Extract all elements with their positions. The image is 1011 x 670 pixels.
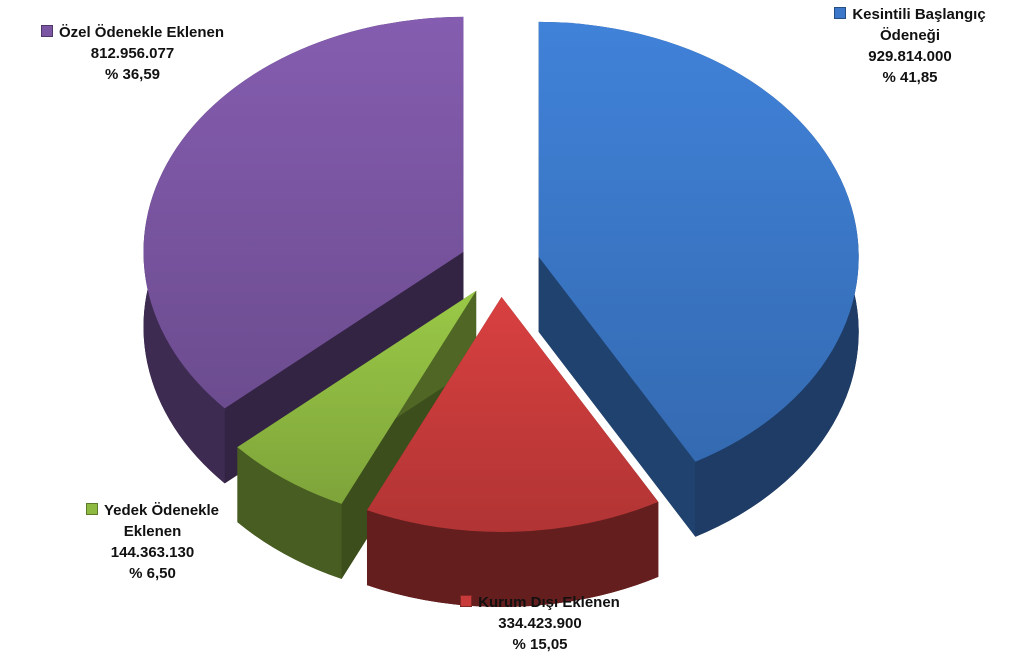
legend-entry: Yedek Ödenekle Eklenen [60, 500, 245, 542]
pie-slice [143, 16, 464, 409]
value-label: 334.423.900 [498, 615, 582, 632]
category-name: Kurum Dışı Eklenen [478, 594, 620, 611]
slice-side [366, 501, 659, 607]
pie-slice [538, 21, 859, 462]
slice-side [237, 447, 342, 579]
legend-swatch [40, 25, 53, 37]
percentage-label: % 15,05 [512, 636, 568, 653]
legend-entry: Kurum Dışı Eklenen [410, 592, 670, 613]
pie-slice [237, 290, 477, 504]
value-label: 812.956.077 [90, 45, 175, 62]
slice-label: Yedek Ödenekle Eklenen 144.363.130 % 6,50 [60, 500, 245, 584]
percentage-label: % 41,85 [882, 69, 938, 86]
legend-swatch [834, 7, 847, 19]
pie-slice [366, 296, 659, 532]
category-name: Kesintili Başlangıç Ödeneği [852, 6, 986, 44]
value-label: 144.363.130 [110, 544, 195, 561]
legend-swatch [460, 595, 473, 607]
percentage-label: % 6,50 [129, 565, 176, 582]
slice-label: Özel Ödenekle Eklenen 812.956.077 % 36,59 [0, 22, 265, 85]
value-label: 929.814.000 [868, 48, 952, 65]
legend-entry: Özel Ödenekle Eklenen [0, 22, 265, 43]
category-name: Yedek Ödenekle Eklenen [103, 502, 220, 540]
percentage-label: % 36,59 [104, 66, 161, 83]
slice-label: Kesintili Başlangıç Ödeneği 929.814.000 % … [815, 4, 1005, 88]
legend-swatch [85, 503, 98, 515]
legend-entry: Kesintili Başlangıç Ödeneği [815, 4, 1005, 46]
slice-label: Kurum Dışı Eklenen 334.423.900 % 15,05 [410, 592, 670, 655]
slice-side [538, 256, 696, 537]
category-name: Özel Ödenekle Eklenen [58, 24, 225, 41]
